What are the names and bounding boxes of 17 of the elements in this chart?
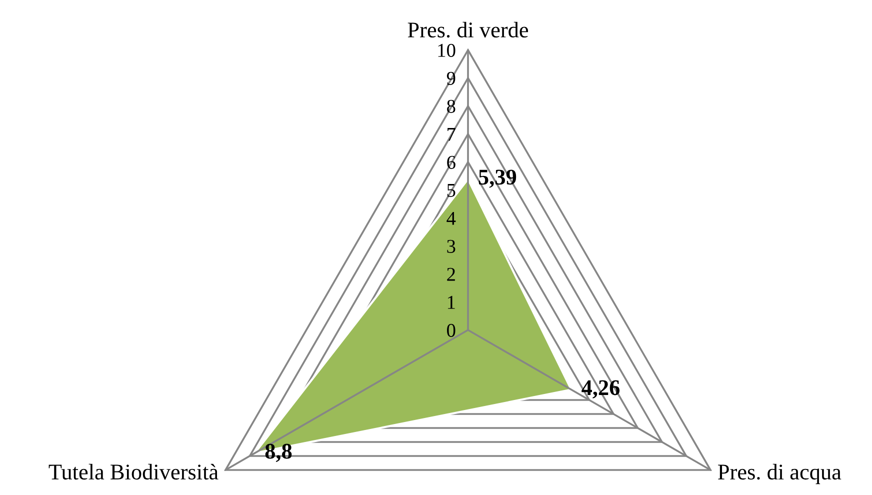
y-tick-label: 0 <box>447 324 456 337</box>
y-tick-label: 1 <box>448 296 455 309</box>
y-tick-label: 5 <box>447 184 456 197</box>
data-label: 8,8 <box>265 444 292 462</box>
y-tick-label: 9 <box>446 72 456 85</box>
data-label: 5,39 <box>478 170 516 188</box>
y-tick-label: 6 <box>447 156 456 169</box>
y-tick-label: 4 <box>446 212 456 225</box>
data-label: 4,26 <box>582 380 620 398</box>
y-tick-label: 3 <box>447 240 456 253</box>
y-tick-label: 7 <box>448 128 456 141</box>
y-tick-label: 10 <box>438 44 456 57</box>
spoke-label: Pres. di verde <box>408 22 528 38</box>
y-tick-label: 8 <box>447 100 456 113</box>
y-tick-label: 2 <box>447 268 455 281</box>
spoke-label: Pres. di acqua <box>718 464 842 484</box>
spoke-label: Tutela Biodiversità <box>48 464 218 480</box>
